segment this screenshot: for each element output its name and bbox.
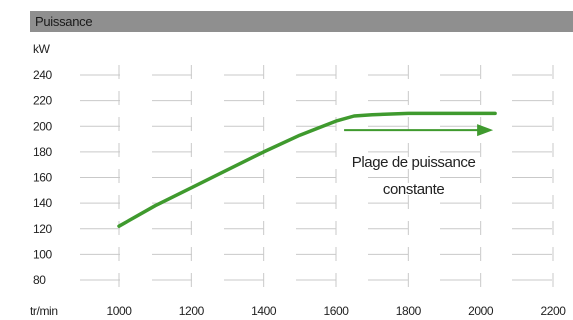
y-tick-label: 80 (33, 273, 46, 287)
x-tick-label: 1800 (396, 304, 422, 318)
y-axis-label: kW (33, 42, 51, 56)
y-tick-label: 140 (33, 196, 53, 210)
power-series-line (117, 111, 497, 228)
grid-lines (80, 65, 573, 288)
x-tick-label: 2000 (468, 304, 494, 318)
y-tick-label: 160 (33, 171, 53, 185)
y-tick-label: 180 (33, 145, 53, 159)
y-tick-label: 220 (33, 94, 53, 108)
y-tick-label: 240 (33, 68, 53, 82)
x-tick-label: 1400 (251, 304, 277, 318)
y-tick-label: 200 (33, 119, 53, 133)
arrowhead-icon (477, 124, 494, 137)
chart-title: Puissance (35, 14, 93, 29)
x-tick-label: 1200 (179, 304, 205, 318)
y-tick-labels: 80 100 120 140 160 180 200 220 240 (33, 68, 53, 287)
x-tick-labels: 1000 1200 1400 1600 1800 2000 2200 (106, 304, 566, 318)
x-tick-label: 1000 (106, 304, 132, 318)
chart-title-bar: Puissance (30, 11, 573, 32)
x-tick-label: 2200 (540, 304, 566, 318)
x-axis-label: tr/min (30, 304, 58, 318)
x-tick-label: 1600 (323, 304, 349, 318)
annotation-line-2: constante (383, 181, 445, 198)
y-tick-label: 120 (33, 222, 53, 236)
annotation-line-1: Plage de puissance (352, 154, 476, 171)
y-tick-label: 100 (33, 247, 53, 261)
